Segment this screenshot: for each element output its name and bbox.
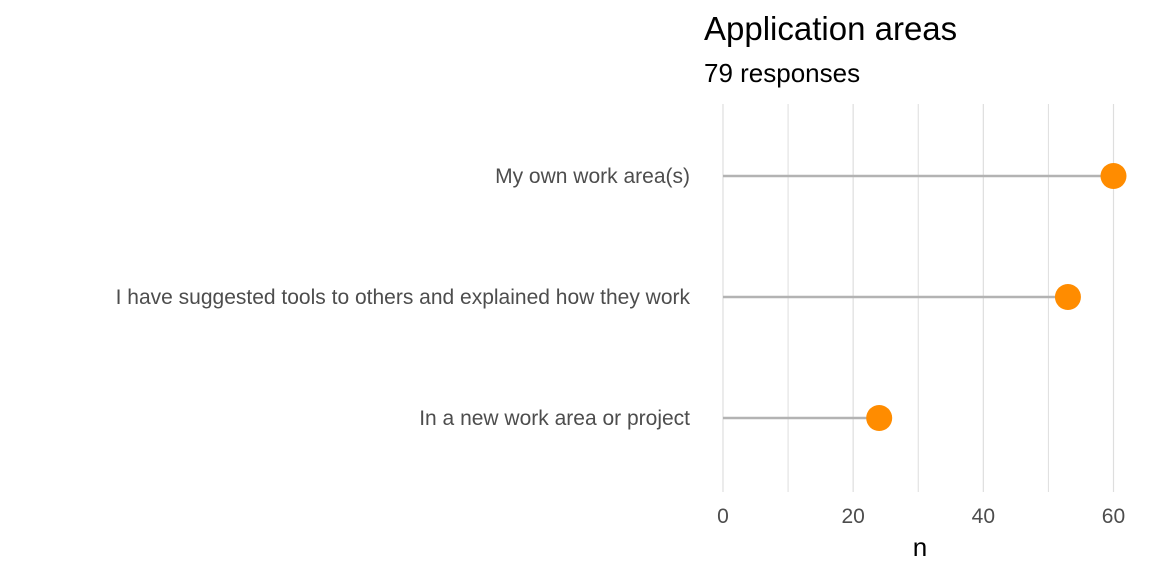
category-label-1: I have suggested tools to others and exp… bbox=[116, 286, 691, 309]
x-tick-label-0: 0 bbox=[717, 505, 729, 528]
x-tick-labels: 0 20 40 60 bbox=[717, 505, 1125, 528]
lollipop-points bbox=[866, 163, 1127, 431]
x-tick-label-40: 40 bbox=[972, 505, 995, 528]
lollipop-point-2 bbox=[866, 405, 893, 431]
lollipop-point-1 bbox=[1054, 284, 1081, 310]
x-tick-label-20: 20 bbox=[841, 505, 864, 528]
chart-title: Application areas bbox=[704, 10, 957, 47]
category-labels: My own work area(s) I have suggested tool… bbox=[116, 165, 691, 430]
x-axis-title: n bbox=[913, 532, 927, 562]
x-tick-label-60: 60 bbox=[1102, 505, 1125, 528]
category-label-2: In a new work area or project bbox=[419, 407, 690, 430]
lollipop-point-0 bbox=[1100, 163, 1127, 189]
category-label-0: My own work area(s) bbox=[495, 165, 690, 188]
chart-subtitle: 79 responses bbox=[704, 58, 860, 88]
lollipop-stems bbox=[723, 174, 1114, 420]
